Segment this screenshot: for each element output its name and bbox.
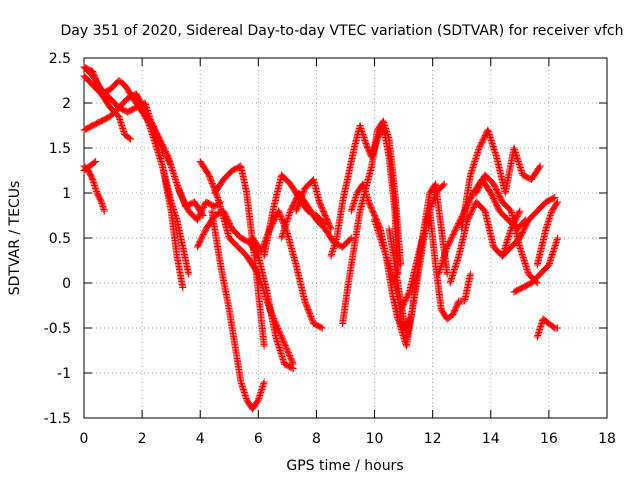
series-sat-ac [533, 315, 562, 341]
series-sat-c [80, 90, 193, 278]
data-point [515, 208, 523, 216]
data-point [92, 158, 100, 165]
data-point [536, 162, 544, 170]
data-point [286, 353, 294, 361]
y-tick-label: 1.5 [49, 141, 71, 157]
data-point [289, 365, 297, 372]
x-tick-label: 12 [424, 431, 442, 447]
data-point [287, 356, 295, 364]
x-tick-label: 10 [366, 431, 384, 447]
series-sat-d [80, 63, 134, 143]
y-axis: -1.5 -1 -0.5 0 0.5 1 1.5 2 2.5 [44, 51, 607, 427]
data-point [275, 326, 283, 334]
data-point [551, 194, 559, 201]
x-tick-label: 2 [138, 431, 147, 447]
data-point [549, 194, 557, 202]
data-point [326, 224, 334, 232]
y-tick-label: 0.5 [49, 231, 71, 247]
series-sat-o [292, 176, 335, 233]
series-sat-i [208, 207, 268, 413]
x-tick-label: 8 [312, 431, 321, 447]
series-sat-f [80, 158, 100, 174]
series-sat-q [339, 117, 405, 327]
data-point [282, 344, 290, 352]
data-point [553, 199, 561, 207]
data-point [288, 357, 296, 365]
data-point [279, 336, 287, 344]
data-point [535, 163, 543, 171]
series-sat-y [446, 198, 524, 287]
data-point [279, 337, 287, 345]
data-point [281, 342, 289, 350]
data-point [554, 234, 562, 242]
series-sat-k [193, 207, 297, 372]
x-tick-label: 14 [482, 431, 500, 447]
data-point [439, 181, 447, 189]
data-point [100, 207, 108, 215]
y-tick-label: -0.5 [44, 321, 71, 337]
x-axis-label: GPS time / hours [286, 458, 403, 474]
series-sat-l [249, 207, 326, 332]
y-tick-label: -1.5 [44, 411, 71, 427]
data-point [287, 354, 295, 362]
data-point [283, 346, 291, 354]
data-point [125, 134, 133, 142]
data-point [440, 180, 448, 188]
data-point [90, 158, 98, 166]
series-sat-v [426, 207, 474, 323]
data-point [166, 161, 174, 169]
series-sat-n [278, 189, 355, 251]
x-tick-label: 18 [598, 431, 616, 447]
data-point [554, 324, 562, 332]
y-tick-label: 2 [62, 96, 71, 112]
data-point [466, 270, 474, 278]
data-point [260, 378, 268, 386]
y-axis-label: SDTVAR / TECUs [7, 181, 23, 296]
data-point [285, 350, 293, 358]
data-point [318, 324, 326, 332]
data-point [286, 351, 294, 359]
data-point [126, 135, 134, 143]
data-point [289, 359, 297, 367]
data-point [284, 349, 292, 357]
data-point [280, 339, 288, 347]
data-point [327, 225, 335, 233]
x-axis: 0 2 4 6 8 10 12 14 16 18 [80, 58, 616, 447]
data-point [179, 284, 187, 291]
x-tick-label: 0 [80, 431, 89, 447]
series-sat-aa [498, 194, 559, 260]
y-tick-label: 0 [62, 276, 71, 292]
data-points [80, 63, 562, 413]
chart-title: Day 351 of 2020, Sidereal Day-to-day VTE… [60, 23, 623, 39]
data-point [281, 340, 289, 348]
data-point [317, 323, 325, 331]
series-sat-x [458, 126, 544, 233]
data-point [278, 334, 286, 342]
data-point [275, 327, 283, 335]
y-tick-label: 2.5 [49, 51, 71, 67]
series-sat-ab [510, 234, 562, 296]
data-point [516, 207, 524, 215]
data-point [260, 342, 268, 350]
data-point [288, 364, 296, 372]
y-tick-label: 1 [62, 186, 71, 202]
y-tick-label: -1 [57, 366, 71, 382]
series-sat-ad [533, 198, 562, 269]
data-point [185, 270, 193, 278]
x-tick-label: 4 [196, 431, 205, 447]
series-sat-u [391, 207, 434, 350]
data-point [554, 198, 562, 206]
x-tick-label: 6 [254, 431, 263, 447]
data-point [282, 343, 290, 351]
x-tick-label: 16 [540, 431, 558, 447]
data-point [284, 347, 292, 355]
